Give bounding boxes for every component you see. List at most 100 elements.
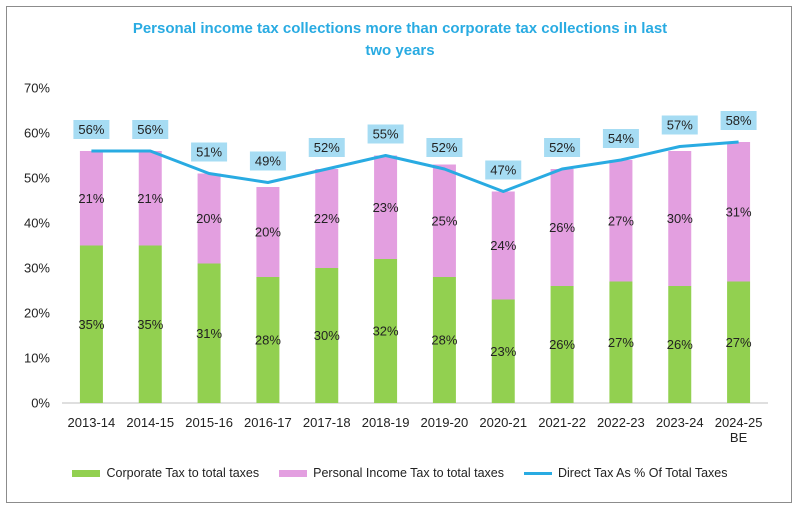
data-label-direct-tax: 56% xyxy=(78,122,104,137)
bar-corporate xyxy=(609,281,633,403)
data-label-personal: 26% xyxy=(549,220,575,235)
x-tick-label: 2023-24 xyxy=(656,415,704,430)
bar-corporate xyxy=(491,299,515,403)
data-label-corporate: 26% xyxy=(549,337,575,352)
x-tick-label: 2020-21 xyxy=(479,415,527,430)
data-label-corporate: 27% xyxy=(608,335,634,350)
data-label-personal: 22% xyxy=(314,211,340,226)
data-label-direct-tax: 55% xyxy=(373,127,399,142)
data-label-direct-tax: 52% xyxy=(431,140,457,155)
bar-personal xyxy=(432,164,456,277)
bar-personal xyxy=(374,155,398,259)
data-label-box-direct-tax xyxy=(249,151,286,171)
bar-corporate xyxy=(79,245,103,403)
bar-personal xyxy=(550,169,574,286)
data-label-corporate: 35% xyxy=(137,317,163,332)
chart-frame xyxy=(6,6,792,503)
data-label-direct-tax: 51% xyxy=(196,145,222,160)
legend-swatch-direct-tax xyxy=(523,471,552,475)
data-label-box-direct-tax xyxy=(602,129,639,148)
data-label-personal: 23% xyxy=(373,200,399,215)
chart-title-line-1: Personal income tax collections more tha… xyxy=(132,20,668,37)
data-label-box-direct-tax xyxy=(367,124,404,144)
x-tick-label: BE xyxy=(730,430,748,445)
bar-personal xyxy=(668,151,692,286)
data-label-corporate: 28% xyxy=(255,333,281,348)
bar-corporate xyxy=(374,259,398,403)
bar-corporate xyxy=(315,268,339,403)
data-label-box-direct-tax xyxy=(485,160,522,180)
bar-corporate xyxy=(138,245,162,403)
y-tick-label: 20% xyxy=(24,306,50,321)
data-label-personal: 30% xyxy=(667,211,693,226)
data-label-direct-tax: 47% xyxy=(490,163,516,178)
data-label-personal: 24% xyxy=(490,238,516,253)
bar-personal xyxy=(491,191,515,300)
chart-title: Personal income tax collections more tha… xyxy=(0,18,800,62)
data-label-box-direct-tax xyxy=(720,111,757,130)
bar-personal xyxy=(197,173,221,264)
line-direct-tax xyxy=(91,140,739,193)
x-tick-label: 2018-19 xyxy=(362,415,410,430)
data-label-personal: 25% xyxy=(431,213,457,228)
x-tick-label: 2015-16 xyxy=(185,415,233,430)
data-label-direct-tax: 57% xyxy=(667,118,693,133)
bar-personal xyxy=(727,142,751,282)
data-label-box-direct-tax xyxy=(73,120,110,139)
bar-personal xyxy=(315,169,339,268)
legend-item-personal: Personal Income Tax to total taxes xyxy=(279,466,504,480)
bar-corporate xyxy=(668,286,692,403)
data-label-corporate: 35% xyxy=(78,317,104,332)
data-label-direct-tax: 54% xyxy=(608,131,634,146)
bar-personal xyxy=(609,160,633,282)
data-label-box-direct-tax xyxy=(308,138,345,157)
chart-title-line-2: two years xyxy=(365,42,435,59)
y-tick-label: 40% xyxy=(24,216,50,231)
legend-label-corporate: Corporate Tax to total taxes xyxy=(106,466,260,480)
data-label-personal: 31% xyxy=(726,204,752,219)
data-label-direct-tax: 58% xyxy=(726,113,752,128)
data-label-personal: 21% xyxy=(78,191,104,206)
bar-corporate xyxy=(256,277,280,403)
data-label-corporate: 32% xyxy=(373,324,399,339)
data-label-direct-tax: 52% xyxy=(314,140,340,155)
data-label-personal: 21% xyxy=(137,191,163,206)
legend-item-corporate: Corporate Tax to total taxes xyxy=(72,466,259,480)
bar-corporate xyxy=(432,277,456,403)
bar-personal xyxy=(256,187,280,277)
legend: Corporate Tax to total taxes Personal In… xyxy=(0,466,800,480)
x-tick-label: 2022-23 xyxy=(597,415,645,430)
data-label-personal: 27% xyxy=(608,213,634,228)
x-tick-label: 2016-17 xyxy=(244,415,292,430)
y-tick-label: 0% xyxy=(31,396,50,411)
x-tick-label: 2017-18 xyxy=(303,415,351,430)
data-label-corporate: 27% xyxy=(726,335,752,350)
data-label-box-direct-tax xyxy=(132,120,169,139)
y-tick-label: 50% xyxy=(24,171,50,186)
data-label-box-direct-tax xyxy=(191,142,228,162)
data-label-corporate: 26% xyxy=(667,337,693,352)
x-tick-label: 2014-15 xyxy=(126,415,174,430)
x-tick-label: 2024-25 xyxy=(715,415,763,430)
data-label-personal: 20% xyxy=(255,225,281,240)
data-label-box-direct-tax xyxy=(544,138,581,157)
bar-personal xyxy=(138,151,162,246)
legend-label-personal: Personal Income Tax to total taxes xyxy=(313,466,504,480)
x-tick-label: 2021-22 xyxy=(538,415,586,430)
bar-personal xyxy=(79,151,103,246)
legend-swatch-personal xyxy=(279,469,308,477)
data-label-personal: 20% xyxy=(196,211,222,226)
x-tick-label: 2019-20 xyxy=(421,415,469,430)
y-tick-label: 10% xyxy=(24,351,50,366)
bar-corporate xyxy=(727,281,751,403)
data-label-corporate: 30% xyxy=(314,328,340,343)
data-label-corporate: 28% xyxy=(431,333,457,348)
x-tick-label: 2013-14 xyxy=(68,415,116,430)
y-tick-label: 30% xyxy=(24,261,50,276)
data-label-box-direct-tax xyxy=(661,115,698,135)
y-tick-label: 70% xyxy=(24,81,50,96)
y-tick-label: 60% xyxy=(24,126,50,141)
data-label-box-direct-tax xyxy=(426,138,463,157)
legend-item-direct-tax: Direct Tax As % Of Total Taxes xyxy=(523,466,728,480)
